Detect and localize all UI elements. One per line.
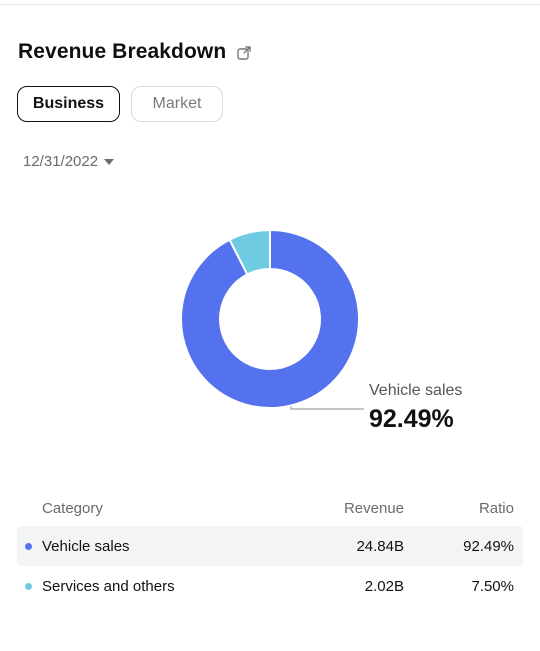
donut-slice-services-and-others[interactable] — [228, 228, 271, 276]
table-row[interactable]: Services and others 2.02B 7.50% — [17, 566, 523, 606]
callout-label: Vehicle sales — [369, 382, 463, 399]
row-category: Services and others — [42, 577, 175, 595]
share-icon[interactable] — [236, 45, 252, 61]
header-revenue: Revenue — [343, 499, 404, 517]
row-revenue: 2.02B — [364, 577, 404, 595]
donut-slice-vehicle-sales[interactable] — [180, 228, 360, 409]
revenue-table: Category Revenue Ratio Vehicle sales 24.… — [17, 490, 523, 606]
donut-svg — [180, 228, 364, 410]
row-ratio: 7.50% — [471, 577, 514, 595]
row-category: Vehicle sales — [42, 537, 130, 555]
header-category: Category — [42, 499, 103, 517]
tab-market[interactable]: Market — [131, 86, 223, 122]
table-header: Category Revenue Ratio — [17, 490, 523, 526]
row-revenue: 24.84B — [356, 537, 404, 555]
page-header: Revenue Breakdown — [18, 36, 252, 68]
date-dropdown[interactable]: 12/31/2022 — [23, 150, 115, 172]
legend-dot-services-and-others — [25, 582, 32, 590]
revenue-donut-chart — [0, 200, 540, 460]
callout-leader-line — [290, 406, 364, 410]
table-row[interactable]: Vehicle sales 24.84B 92.49% — [17, 526, 523, 566]
top-divider — [0, 4, 540, 5]
legend-dot-vehicle-sales — [25, 542, 32, 550]
date-value: 12/31/2022 — [23, 152, 99, 170]
callout-percentage: 92.49% — [369, 405, 454, 433]
header-ratio: Ratio — [478, 499, 514, 517]
caret-down-icon — [104, 159, 115, 165]
row-ratio: 92.49% — [463, 537, 514, 555]
tab-business[interactable]: Business — [17, 86, 120, 122]
segment-tabs: Business Market — [17, 86, 223, 122]
page-title: Revenue Breakdown — [18, 40, 227, 63]
